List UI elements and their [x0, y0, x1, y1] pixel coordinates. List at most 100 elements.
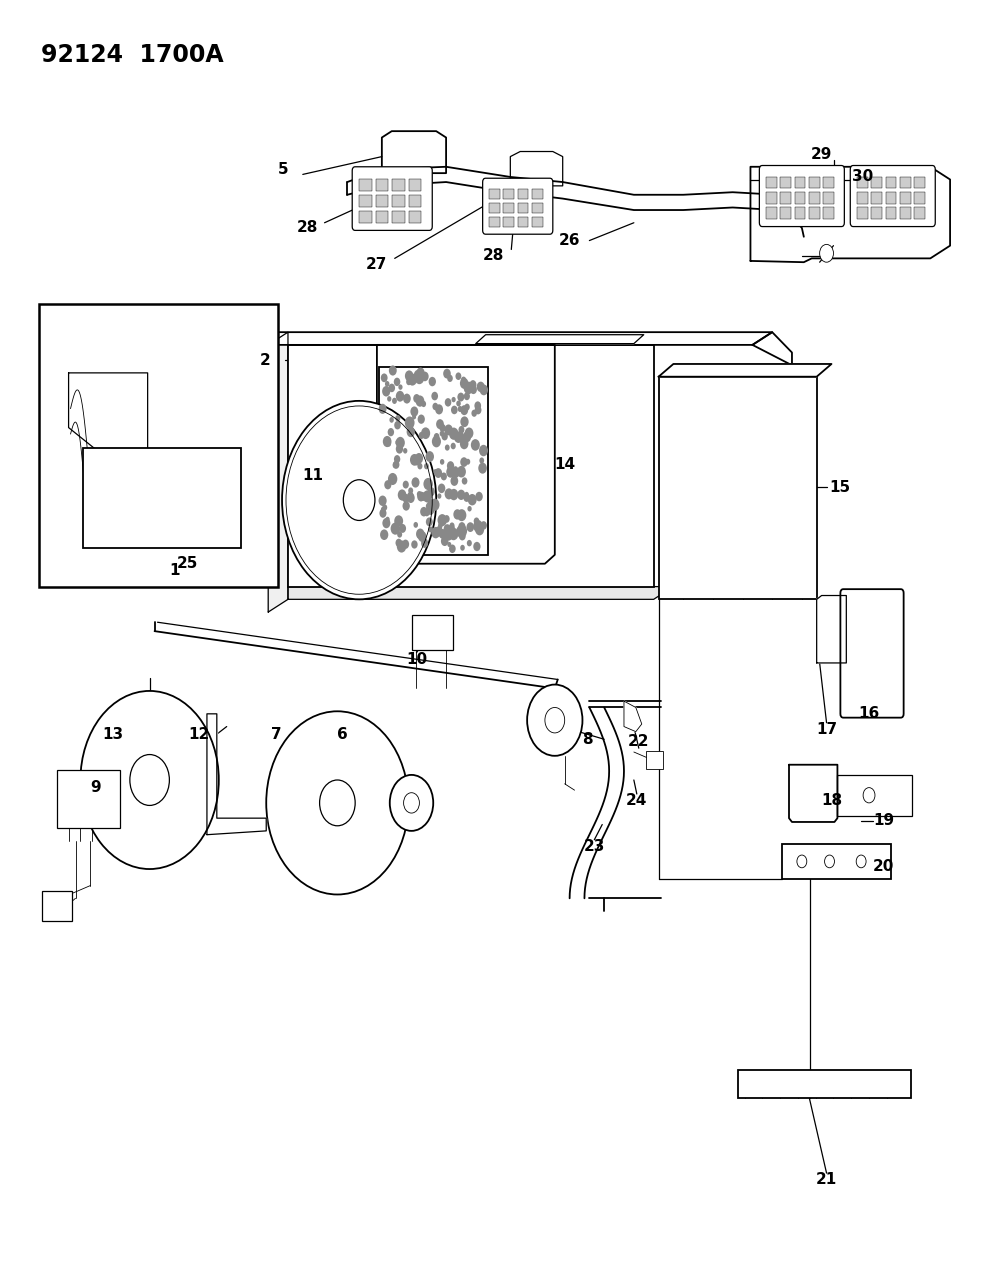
Circle shape: [394, 515, 403, 527]
Circle shape: [380, 509, 386, 518]
Circle shape: [413, 394, 420, 403]
FancyBboxPatch shape: [795, 177, 806, 189]
Text: 17: 17: [816, 722, 837, 737]
Text: 19: 19: [873, 813, 895, 829]
Circle shape: [416, 529, 424, 539]
FancyBboxPatch shape: [900, 193, 911, 204]
Circle shape: [431, 391, 438, 400]
Circle shape: [481, 521, 487, 529]
FancyBboxPatch shape: [759, 166, 844, 227]
Circle shape: [407, 493, 414, 504]
Circle shape: [447, 375, 453, 382]
FancyBboxPatch shape: [871, 193, 882, 204]
Circle shape: [392, 398, 397, 404]
FancyBboxPatch shape: [376, 179, 388, 190]
FancyBboxPatch shape: [857, 177, 867, 189]
Circle shape: [426, 518, 433, 527]
Circle shape: [465, 386, 469, 393]
Circle shape: [423, 509, 430, 516]
FancyBboxPatch shape: [360, 195, 372, 207]
Text: 28: 28: [297, 221, 318, 236]
Circle shape: [383, 436, 391, 448]
Circle shape: [452, 468, 460, 478]
Circle shape: [434, 434, 439, 440]
FancyBboxPatch shape: [517, 203, 528, 213]
FancyBboxPatch shape: [376, 210, 388, 223]
Circle shape: [820, 245, 833, 263]
Circle shape: [415, 453, 423, 464]
Text: 25: 25: [176, 556, 198, 571]
Polygon shape: [249, 333, 772, 346]
Circle shape: [421, 539, 428, 548]
Circle shape: [441, 537, 449, 546]
Circle shape: [416, 532, 421, 538]
Circle shape: [395, 440, 400, 445]
Polygon shape: [382, 131, 446, 173]
Circle shape: [406, 379, 411, 385]
Circle shape: [395, 528, 399, 533]
Circle shape: [448, 524, 455, 533]
Circle shape: [415, 395, 424, 407]
Polygon shape: [269, 333, 288, 612]
Circle shape: [392, 462, 397, 468]
Circle shape: [461, 405, 468, 416]
Circle shape: [476, 492, 483, 501]
Circle shape: [395, 444, 403, 454]
FancyBboxPatch shape: [809, 208, 820, 219]
Circle shape: [480, 458, 485, 464]
Polygon shape: [288, 586, 673, 599]
FancyBboxPatch shape: [850, 166, 936, 227]
Circle shape: [464, 492, 469, 499]
Circle shape: [413, 456, 420, 465]
FancyBboxPatch shape: [871, 177, 882, 189]
Circle shape: [410, 407, 418, 417]
Circle shape: [458, 393, 465, 402]
FancyBboxPatch shape: [392, 179, 404, 190]
Circle shape: [445, 529, 449, 536]
Circle shape: [381, 506, 385, 513]
Circle shape: [379, 404, 386, 414]
Circle shape: [424, 463, 429, 469]
FancyBboxPatch shape: [915, 177, 926, 189]
Circle shape: [449, 427, 459, 440]
Circle shape: [475, 405, 482, 414]
Circle shape: [431, 527, 440, 538]
Circle shape: [421, 538, 428, 546]
Circle shape: [408, 487, 413, 493]
Circle shape: [385, 381, 389, 386]
Circle shape: [385, 516, 389, 523]
Circle shape: [411, 375, 417, 382]
Circle shape: [460, 377, 469, 389]
Polygon shape: [510, 152, 563, 186]
Circle shape: [403, 793, 419, 813]
FancyBboxPatch shape: [795, 193, 806, 204]
Circle shape: [460, 439, 469, 449]
FancyBboxPatch shape: [824, 177, 834, 189]
Text: 23: 23: [584, 839, 606, 854]
FancyBboxPatch shape: [857, 208, 867, 219]
Circle shape: [479, 463, 487, 474]
Circle shape: [459, 532, 466, 541]
Circle shape: [459, 521, 466, 532]
Circle shape: [447, 462, 454, 470]
Circle shape: [444, 425, 453, 435]
Circle shape: [463, 431, 471, 442]
Circle shape: [402, 481, 409, 488]
Circle shape: [412, 414, 416, 419]
Circle shape: [454, 431, 463, 442]
Circle shape: [402, 539, 409, 550]
Circle shape: [386, 440, 391, 446]
Circle shape: [390, 523, 400, 534]
FancyBboxPatch shape: [360, 210, 372, 223]
Circle shape: [343, 479, 375, 520]
Polygon shape: [817, 595, 846, 663]
Circle shape: [456, 400, 461, 407]
Circle shape: [421, 400, 426, 407]
Circle shape: [413, 370, 423, 381]
Circle shape: [397, 490, 406, 501]
Circle shape: [389, 775, 433, 831]
FancyBboxPatch shape: [532, 217, 543, 227]
FancyBboxPatch shape: [490, 203, 499, 213]
Circle shape: [427, 505, 434, 515]
Circle shape: [438, 523, 443, 529]
